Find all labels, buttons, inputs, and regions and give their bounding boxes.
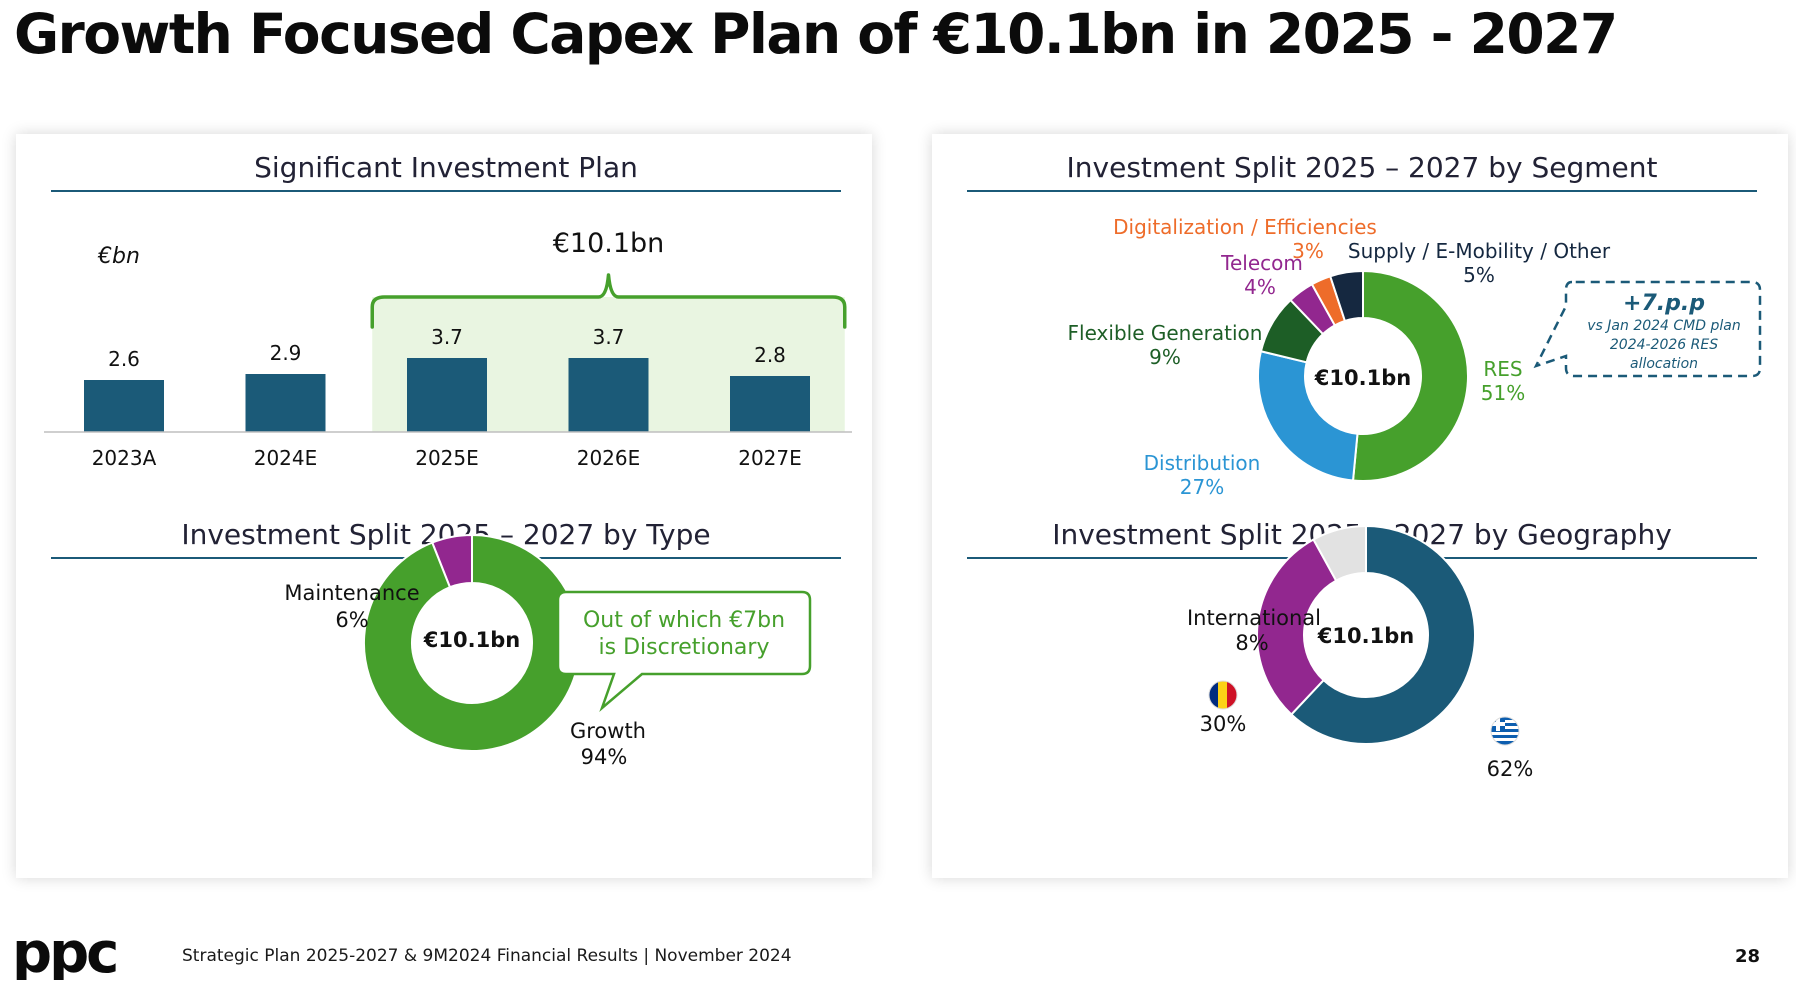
res-callout-headline: +7.p.p — [1623, 291, 1705, 316]
category-label: 2027E — [738, 446, 802, 470]
segment-donut — [1257, 269, 1469, 482]
bar-value-label: 2.8 — [754, 343, 786, 367]
geography-donut-center-label: €10.1bn — [1317, 624, 1414, 648]
discretionary-callout-box — [556, 590, 812, 712]
flexgen-label: Flexible Generation — [1068, 321, 1263, 345]
bar-value-label: 3.7 — [593, 325, 625, 349]
geography-donut — [1256, 524, 1476, 745]
bar-chart: €10.1bn €bn 2.62023A2.92024E3.72025E3.72… — [44, 228, 852, 470]
geo-slice-greece — [1289, 524, 1476, 745]
category-label: 2026E — [577, 446, 641, 470]
supply-value: 5% — [1463, 263, 1495, 287]
left-panel: Significant Investment Plan Investment S… — [16, 134, 872, 878]
segment-slice-res — [1351, 269, 1469, 482]
type-donut-center-label: €10.1bn — [423, 628, 520, 652]
telecom-label: Telecom — [1220, 251, 1303, 275]
distribution-value: 27% — [1180, 475, 1224, 499]
romania-value: 30% — [1200, 712, 1247, 736]
footer-text: Strategic Plan 2025-2027 & 9M2024 Financ… — [182, 946, 792, 966]
category-label: 2025E — [415, 446, 479, 470]
discretionary-callout-line-2: is Discretionary — [599, 635, 770, 660]
category-label: 2023A — [92, 446, 157, 470]
growth-value: 94% — [581, 745, 628, 769]
bracket-brace — [370, 273, 847, 329]
res-callout-line-3: allocation — [1630, 356, 1698, 372]
page-number: 28 — [1734, 946, 1760, 967]
page-title: Growth Focused Capex Plan of €10.1bn in … — [14, 2, 1618, 66]
bar-2027E — [730, 376, 810, 432]
bar-value-label: 2.9 — [270, 341, 302, 365]
bracket-total-label: €10.1bn — [553, 228, 665, 259]
greece-flag-icon — [1490, 716, 1520, 746]
digitalization-value: 3% — [1292, 239, 1324, 263]
category-label: 2024E — [254, 446, 318, 470]
res-value: 51% — [1481, 381, 1525, 405]
distribution-label: Distribution — [1144, 451, 1261, 475]
maintenance-value: 6% — [335, 608, 368, 632]
segment-chart-title: Investment Split 2025 – 2027 by Segment — [967, 151, 1757, 192]
bar-value-label: 3.7 — [431, 325, 463, 349]
digitalization-label: Digitalization / Efficiencies — [1113, 215, 1377, 239]
bars-group: 2.6 2023A 2.9 2024E 3.7 2025E 3.7 2026E 2.8 2027E — [84, 325, 810, 470]
bar-2024E — [245, 374, 326, 432]
romania-flag-icon — [1208, 680, 1238, 710]
growth-label: Growth — [570, 719, 646, 743]
bar-value-label: 2.6 — [108, 347, 140, 371]
segment-slice-supply-e-mobility-other — [1328, 269, 1364, 323]
maintenance-label: Maintenance — [284, 581, 419, 605]
supply-label: Supply / E-Mobility / Other — [1348, 239, 1611, 263]
bar-2023A — [84, 380, 164, 432]
international-label: International — [1187, 606, 1321, 630]
ppc-logo-text: ppc — [12, 928, 116, 980]
unit-label: €bn — [97, 244, 140, 269]
right-charts-svg: €10.1bn Digitalization / Efficiencies 3%… — [1068, 215, 1762, 781]
bar-chart-title: Significant Investment Plan — [51, 151, 841, 192]
segment-slice-distribution — [1257, 350, 1359, 482]
res-label: RES — [1483, 357, 1522, 381]
left-charts-svg: €10.1bn €bn 2.62023A2.92024E3.72025E3.72… — [44, 228, 852, 769]
greece-value: 62% — [1487, 757, 1534, 781]
right-panel: Investment Split 2025 – 2027 by Segment … — [932, 134, 1788, 878]
discretionary-callout-line-1: Out of which €7bn — [583, 608, 785, 633]
telecom-value: 4% — [1244, 275, 1276, 299]
res-callout-box — [1533, 280, 1762, 378]
geo-slice-international — [1312, 524, 1367, 583]
res-callout-line-1: vs Jan 2024 CMD plan — [1587, 318, 1740, 334]
geo-slice-romania — [1256, 538, 1338, 716]
bar-2026E — [568, 358, 649, 432]
res-callout-line-2: 2024-2026 RES — [1610, 337, 1718, 353]
bar-2025E — [407, 358, 487, 432]
ppc-logo: ppc — [12, 928, 119, 980]
international-value: 8% — [1235, 631, 1268, 655]
segment-donut-center-label: €10.1bn — [1314, 366, 1411, 390]
flexgen-value: 9% — [1149, 345, 1181, 369]
